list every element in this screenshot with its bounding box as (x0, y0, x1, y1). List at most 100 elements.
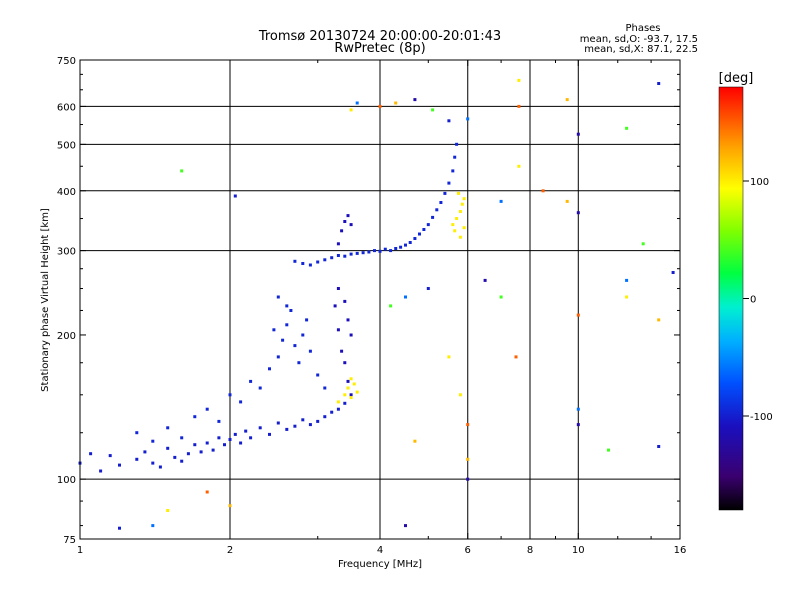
data-point (308, 423, 312, 427)
data-point (285, 427, 289, 431)
data-point (499, 199, 503, 203)
data-point (158, 465, 162, 469)
data-point (413, 237, 417, 240)
data-point (399, 245, 403, 249)
data-point (426, 287, 430, 290)
data-point (301, 418, 305, 422)
data-point (99, 469, 103, 473)
data-point (346, 318, 350, 322)
data-point (576, 407, 580, 411)
data-point (308, 349, 312, 353)
data-point (413, 98, 417, 102)
data-point (462, 197, 466, 201)
data-point (576, 211, 580, 215)
data-point (330, 410, 334, 414)
data-point (517, 104, 521, 108)
data-point (135, 431, 139, 435)
data-point (349, 333, 353, 337)
data-point (205, 407, 209, 411)
data-point (383, 247, 387, 251)
data-point (180, 459, 184, 463)
x-tick-label: 16 (674, 545, 687, 556)
data-point (276, 295, 280, 299)
data-point (193, 415, 197, 419)
y-tick-label: 750 (57, 56, 76, 67)
data-point (455, 142, 459, 146)
data-point (186, 452, 190, 456)
data-point (514, 355, 518, 359)
data-point (565, 199, 569, 203)
data-point (297, 361, 301, 365)
data-point (268, 367, 271, 371)
data-point (205, 441, 209, 445)
data-point (289, 309, 293, 312)
data-point (447, 181, 451, 185)
data-point (457, 191, 460, 195)
data-point (460, 202, 464, 206)
chart-subtitle: RwPretec (8p) (334, 41, 425, 56)
grid-lines (80, 60, 680, 539)
y-tick-label: 400 (57, 187, 76, 198)
data-point (249, 379, 253, 383)
data-point (657, 318, 661, 322)
data-point (151, 461, 155, 465)
data-point (453, 229, 457, 233)
x-tick-label: 10 (572, 545, 585, 556)
data-point (435, 208, 439, 212)
data-point (244, 429, 248, 433)
data-point (173, 455, 177, 459)
data-point (223, 443, 226, 447)
data-point (641, 242, 645, 246)
y-axis-label: Stationary phase Virtual Height [km] (40, 208, 51, 392)
y-ticks: 75 100 200 300 400 500 600 750 (57, 56, 680, 546)
data-point (151, 439, 155, 443)
data-point (118, 526, 121, 530)
data-point (462, 226, 466, 230)
data-point (625, 295, 629, 299)
data-point (447, 355, 451, 359)
data-point (166, 446, 170, 450)
data-point (180, 436, 184, 440)
data-point (343, 299, 347, 303)
y-tick-label: 500 (57, 140, 76, 151)
data-point (378, 104, 382, 108)
data-point (389, 249, 393, 253)
data-point (276, 355, 280, 359)
data-point (258, 426, 262, 430)
data-point (431, 108, 435, 112)
data-point (285, 304, 289, 308)
data-point (228, 438, 232, 441)
data-point (228, 504, 232, 508)
data-point (447, 119, 451, 123)
data-point (355, 390, 359, 394)
data-point (143, 450, 147, 454)
data-point (293, 344, 297, 348)
data-point (466, 457, 470, 461)
data-point (458, 210, 462, 213)
data-point (517, 78, 521, 82)
data-point (355, 101, 359, 105)
data-point (346, 386, 350, 390)
data-point (671, 271, 675, 274)
data-point (336, 254, 340, 257)
data-point (166, 426, 170, 430)
data-point (451, 223, 455, 227)
data-point (233, 432, 237, 436)
data-point (349, 396, 353, 400)
data-point (135, 457, 139, 461)
data-point (657, 82, 661, 85)
data-point (293, 259, 297, 263)
data-point (466, 117, 470, 121)
data-point (285, 323, 289, 327)
data-point (249, 436, 253, 440)
data-point (355, 251, 359, 255)
data-point (404, 243, 407, 247)
data-point (217, 436, 221, 440)
data-point (455, 217, 459, 220)
data-point (607, 448, 610, 452)
data-point (404, 524, 407, 528)
data-point (217, 419, 221, 423)
data-point (389, 304, 393, 308)
data-point (343, 401, 347, 405)
